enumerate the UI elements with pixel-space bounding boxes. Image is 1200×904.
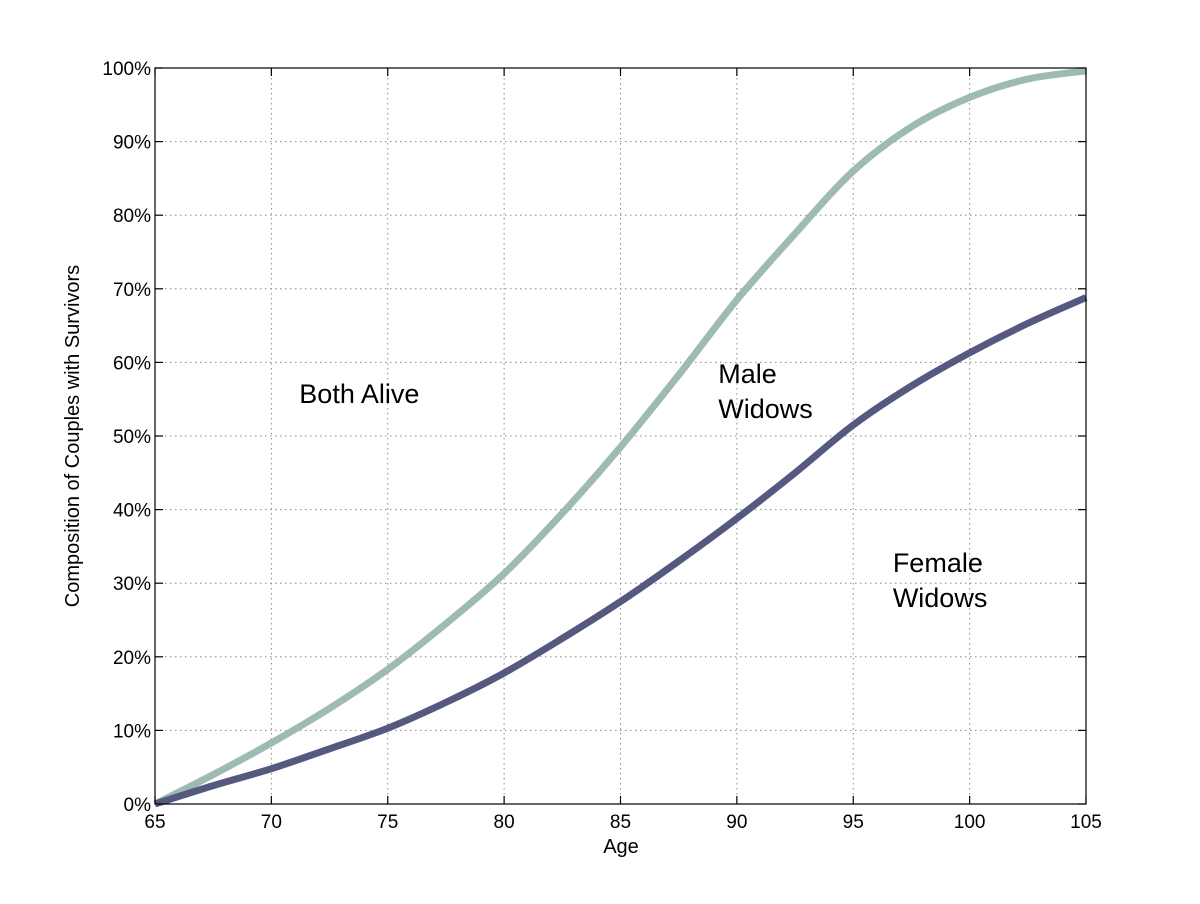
series-layer	[153, 67, 1088, 808]
y-tick-label: 90%	[113, 133, 151, 154]
x-tick-label: 75	[377, 812, 398, 833]
grid	[155, 68, 1086, 804]
annotation-line: Widows	[718, 394, 813, 424]
annotation-label: Male Widows	[718, 359, 813, 424]
y-tick-label: 80%	[113, 206, 151, 227]
x-tick-label: 85	[610, 812, 631, 833]
annotations: Both Alive Male Widows Female Widows	[299, 359, 987, 613]
series-line-upper	[153, 67, 1087, 808]
x-tick-labels: 65 70 75 80 85 90 95 100 105	[144, 812, 1101, 833]
y-tick-label: 60%	[113, 353, 151, 374]
annotation-label: Both Alive	[299, 379, 419, 409]
y-tick-label: 100%	[102, 59, 151, 80]
y-tick-label: 30%	[113, 574, 151, 595]
x-tick-label: 105	[1070, 812, 1102, 833]
y-tick-label: 0%	[124, 795, 152, 816]
y-tick-labels: 0% 10% 20% 30% 40% 50% 60% 70% 80% 90% 100%	[102, 59, 151, 816]
y-tick-label: 10%	[113, 721, 151, 742]
annotation-label: Female Widows	[893, 548, 988, 613]
y-tick-label: 50%	[113, 427, 151, 448]
y-axis-title: Composition of Couples with Survivors	[62, 265, 84, 607]
annotation-line: Both Alive	[299, 379, 419, 409]
series-line-lower	[153, 294, 1088, 808]
annotation-line: Female	[893, 548, 983, 578]
x-axis-title: Age	[603, 836, 639, 858]
x-tick-label: 80	[494, 812, 515, 833]
y-tick-label: 20%	[113, 648, 151, 669]
annotation-line: Widows	[893, 583, 988, 613]
x-tick-label: 90	[726, 812, 747, 833]
x-tick-label: 70	[261, 812, 282, 833]
plot-frame	[154, 67, 1087, 805]
annotation-line: Male	[718, 359, 777, 389]
x-tick-label: 100	[954, 812, 986, 833]
y-tick-label: 70%	[113, 280, 151, 301]
x-tick-label: 95	[843, 812, 864, 833]
y-tick-label: 40%	[113, 501, 151, 522]
x-tick-label: 65	[144, 812, 165, 833]
